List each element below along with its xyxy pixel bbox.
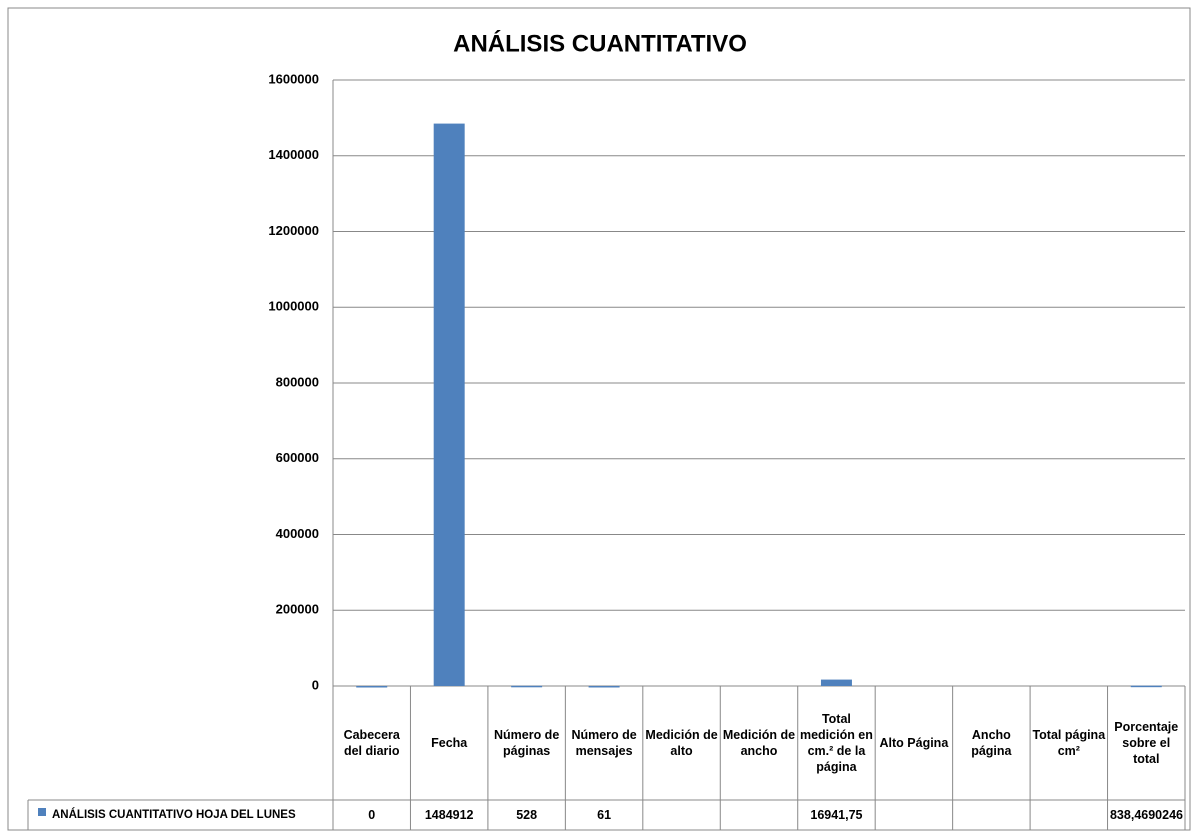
y-tick-label: 200000 [276, 602, 319, 617]
y-tick-label: 1200000 [268, 223, 319, 238]
data-table-value: 0 [368, 807, 376, 822]
y-tick-label: 400000 [276, 526, 319, 541]
y-tick-label: 0 [312, 677, 319, 692]
x-category-label: Medición de alto [645, 727, 718, 758]
bar [1130, 685, 1162, 688]
x-category-label: Ancho página [971, 727, 1012, 758]
y-tick-label: 600000 [276, 450, 319, 465]
legend-label: ANÁLISIS CUANTITATIVO HOJA DEL LUNES [52, 808, 296, 821]
x-category-label: Porcentaje sobre el total [1114, 719, 1179, 767]
x-category-label: Alto Página [879, 735, 949, 750]
bar [511, 685, 543, 688]
x-category-label: Fecha [431, 735, 468, 750]
x-category-label: Cabecera del diario [343, 727, 400, 758]
data-table-value: 528 [516, 807, 538, 822]
x-category-label: Número de mensajes [571, 727, 637, 758]
chart-title: ANÁLISIS CUANTITATIVO [453, 29, 747, 57]
data-table-value: 1484912 [424, 807, 474, 822]
y-tick-label: 800000 [276, 374, 319, 389]
bar [588, 685, 620, 688]
x-category-label: Medición de ancho [722, 727, 796, 758]
chart-frame [7, 7, 1191, 831]
y-tick-label: 1000000 [268, 299, 319, 314]
data-table-value: 838,4690246 [1109, 807, 1183, 822]
data-table-value: 61 [597, 807, 612, 822]
legend-key [38, 808, 46, 816]
bar [356, 686, 388, 688]
x-category-label: Total página cm² [1032, 727, 1106, 758]
y-tick-label: 1400000 [268, 147, 319, 162]
x-category-label: Número de páginas [493, 727, 560, 758]
bar [820, 679, 852, 686]
data-table-value: 16941,75 [810, 807, 863, 822]
bar [433, 123, 465, 686]
y-tick-label: 1600000 [268, 71, 319, 86]
x-category-label: Total medición en cm.² de la página [799, 711, 873, 775]
